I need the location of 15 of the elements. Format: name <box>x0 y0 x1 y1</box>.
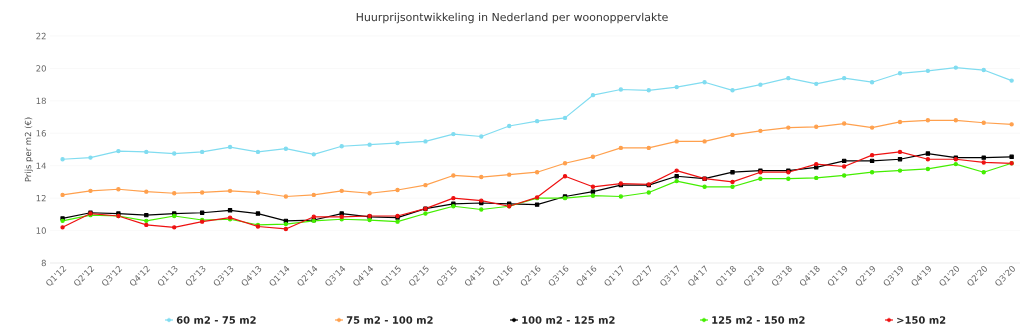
y-tick-label: 8 <box>41 259 46 267</box>
y-axis-title: Prijs per m2 (€) <box>24 117 33 182</box>
y-tick-label: 14 <box>36 162 46 169</box>
y-tick-label: 20 <box>36 65 46 72</box>
legend-label: 125 m2 - 150 m2 <box>712 316 805 324</box>
y-tick-label: 22 <box>36 32 46 40</box>
y-tick-label: 16 <box>36 130 46 137</box>
legend-label: >150 m2 <box>897 316 946 324</box>
legend-label: 100 m2 - 125 m2 <box>522 316 615 324</box>
chart-title: Huurprijsontwikkeling in Nederland per woonoppervlakte <box>356 12 668 24</box>
y-tick-label: 12 <box>36 195 46 202</box>
y-tick-label: 18 <box>36 97 46 105</box>
legend-label: 75 m2 - 100 m2 <box>346 316 433 324</box>
legend-label: 60 m2 - 75 m2 <box>176 316 256 324</box>
y-tick-label: 10 <box>36 227 46 234</box>
